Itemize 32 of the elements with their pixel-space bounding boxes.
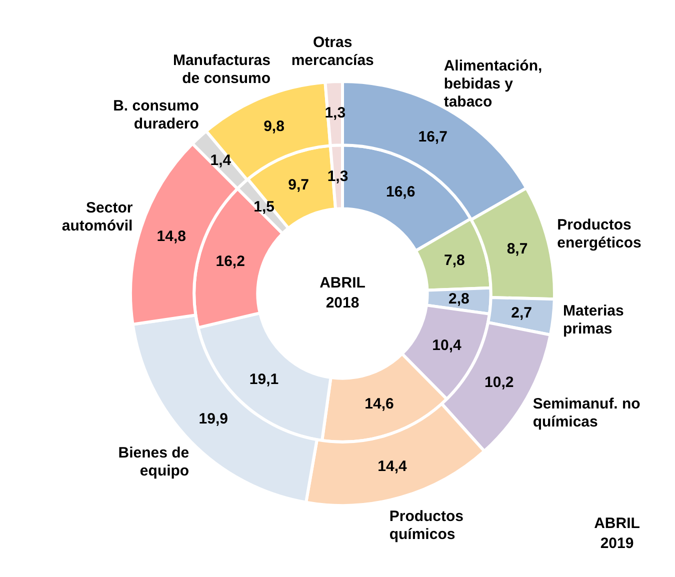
slice-label: Otras mercancías: [291, 34, 374, 69]
data-label: 2,8: [448, 290, 470, 308]
data-label: 14,6: [364, 395, 394, 412]
data-label: 1,3: [324, 104, 346, 122]
data-label: 10,4: [432, 336, 462, 354]
slice-label: ABRIL 2018: [320, 274, 366, 312]
data-label: 1,5: [254, 198, 274, 216]
data-label: 14,4: [378, 458, 408, 475]
data-label: 1,4: [210, 152, 232, 169]
slice-label: Semimanuf. no químicas: [532, 395, 640, 430]
data-label: 1,3: [327, 168, 348, 186]
data-label: 14,8: [156, 228, 186, 246]
slice-label: Bienes de equipo: [118, 444, 190, 480]
data-label: 10,2: [484, 374, 514, 391]
slice-label: Alimentación, bebidas y tabaco: [444, 57, 542, 110]
slice-label: ABRIL 2019: [594, 515, 640, 552]
slice-label: B. consumo duradero: [113, 97, 199, 132]
data-label: 9,8: [264, 118, 284, 135]
data-label: 19,9: [198, 410, 228, 428]
slice-label: Productos químicos: [389, 508, 464, 544]
slice-label: Materias primas: [562, 302, 624, 338]
data-label: 16,2: [216, 252, 245, 270]
data-label: 9,7: [288, 176, 309, 194]
data-label: 2,7: [511, 304, 532, 322]
slice-label: Productos energéticos: [557, 216, 642, 252]
data-label: 16,7: [418, 128, 448, 146]
data-label: 8,7: [506, 240, 528, 258]
data-label: 7,8: [444, 252, 465, 270]
data-label: 19,1: [249, 370, 279, 388]
slice-label: Manufacturas de consumo: [172, 52, 271, 87]
slice-label: Sector automóvil: [62, 200, 133, 235]
data-label: 16,6: [386, 184, 416, 201]
